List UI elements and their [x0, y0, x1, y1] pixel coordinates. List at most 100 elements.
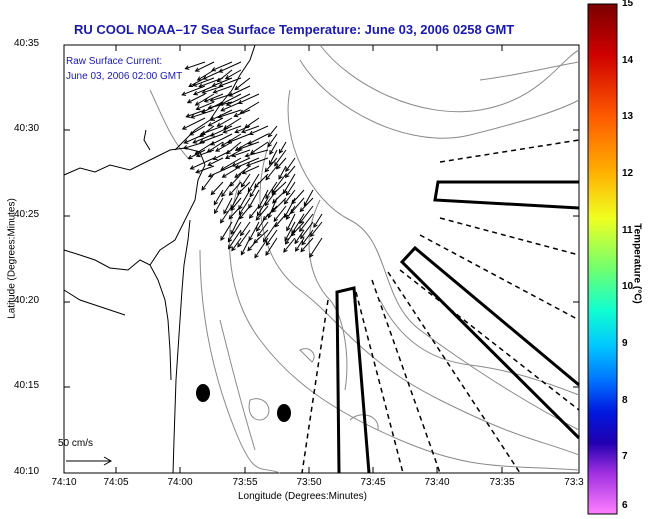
current-vector-head: [233, 112, 239, 118]
y-tick-label: 40:25: [14, 209, 40, 220]
current-vector: [245, 149, 269, 157]
current-vector: [244, 117, 260, 129]
current-vector-head: [244, 153, 250, 158]
annotation-line-1: Raw Surface Current:: [66, 56, 163, 67]
y-tick-label: 40:30: [14, 123, 40, 134]
current-vector: [248, 189, 260, 209]
current-vector-head: [257, 231, 262, 237]
current-vector-head: [181, 91, 187, 96]
annotation-line-2: June 03, 2006 02:00 GMT: [66, 71, 183, 82]
current-vector-head: [217, 114, 223, 119]
current-vector: [227, 221, 242, 243]
colorbar-tick-label: 15: [622, 0, 634, 9]
current-vector-head: [269, 150, 274, 155]
current-vector: [256, 213, 269, 232]
current-vector: [240, 173, 251, 187]
current-vector-head: [275, 164, 281, 170]
current-vector: [271, 173, 287, 194]
current-vector-head: [264, 201, 270, 207]
colorbar-title: Temperature (°C): [631, 223, 643, 304]
current-vector-head: [265, 251, 270, 256]
current-vector: [250, 141, 269, 154]
current-vector-head: [313, 223, 318, 228]
current-vector-head: [283, 247, 288, 253]
current-vector-head: [238, 210, 244, 216]
x-tick-label: 73:55: [232, 477, 258, 488]
current-vector-head: [234, 85, 240, 91]
current-vector-head: [271, 188, 276, 194]
current-vector: [223, 117, 242, 130]
current-vector-head: [285, 167, 290, 173]
current-vector-head: [183, 139, 189, 144]
current-vector-head: [225, 149, 231, 155]
colorbar: [587, 3, 618, 515]
current-vector: [234, 165, 251, 178]
current-vector: [230, 197, 242, 211]
current-vector-head: [283, 199, 289, 205]
current-vector-head: [274, 161, 279, 167]
current-vector: [269, 141, 278, 155]
current-vector: [199, 133, 224, 143]
current-vector: [214, 197, 224, 214]
current-vector-head: [309, 232, 315, 238]
current-vector: [210, 125, 233, 137]
current-vector: [220, 101, 242, 112]
current-vector-head: [228, 191, 234, 196]
current-vector-head: [186, 99, 192, 104]
current-vector: [193, 133, 215, 144]
current-vector-head: [234, 128, 240, 134]
current-vector-head: [216, 122, 222, 127]
current-vector: [193, 77, 215, 87]
current-vector: [310, 221, 323, 237]
current-vector: [219, 93, 242, 106]
current-vector-head: [220, 107, 226, 112]
current-vector: [184, 133, 206, 144]
current-vector: [291, 189, 305, 204]
current-vector: [223, 125, 242, 133]
current-vector-head: [220, 236, 225, 241]
y-axis-title: Latitude (Degrees:Minutes): [6, 198, 18, 319]
current-vector-head: [257, 204, 263, 210]
current-vector-head: [299, 227, 304, 233]
current-vector-head: [237, 146, 243, 151]
current-vector: [217, 69, 233, 83]
current-vector: [201, 125, 224, 135]
colorbar-tick-label: 11: [622, 224, 633, 236]
current-vector-head: [215, 147, 221, 152]
current-vector: [295, 237, 305, 252]
x-tick-label: 73:45: [360, 477, 386, 488]
current-vector: [238, 141, 260, 150]
current-vector: [300, 237, 314, 252]
current-vector: [220, 157, 242, 171]
current-vector-head: [222, 129, 228, 134]
current-vector: [258, 189, 269, 209]
current-vector-head: [211, 82, 217, 87]
current-vector-head: [247, 246, 252, 252]
station-marker: [196, 384, 210, 402]
current-vector: [309, 237, 323, 258]
current-vector: [210, 181, 224, 195]
current-vector: [238, 93, 260, 104]
current-vector: [249, 181, 260, 197]
current-vector: [196, 149, 215, 157]
current-vector-head: [193, 90, 199, 96]
current-vector: [254, 237, 269, 258]
current-vector: [203, 69, 224, 80]
current-vector-head: [182, 145, 188, 150]
current-vector-head: [269, 160, 274, 166]
shipping-lane-outlines: [335, 180, 581, 474]
current-vector: [195, 165, 215, 173]
current-vector: [264, 157, 278, 172]
current-vector: [197, 69, 215, 81]
current-vector: [284, 221, 296, 241]
x-tick-label: 73:35: [489, 477, 515, 488]
current-vector-head: [240, 182, 246, 188]
current-vector: [198, 77, 224, 88]
y-tick-label: 40:15: [14, 380, 40, 391]
current-vector: [264, 189, 278, 206]
current-vector: [221, 133, 242, 147]
current-vector: [274, 149, 287, 166]
current-vector: [255, 205, 269, 221]
current-vector-head: [300, 234, 305, 240]
current-vector-head: [248, 214, 254, 219]
